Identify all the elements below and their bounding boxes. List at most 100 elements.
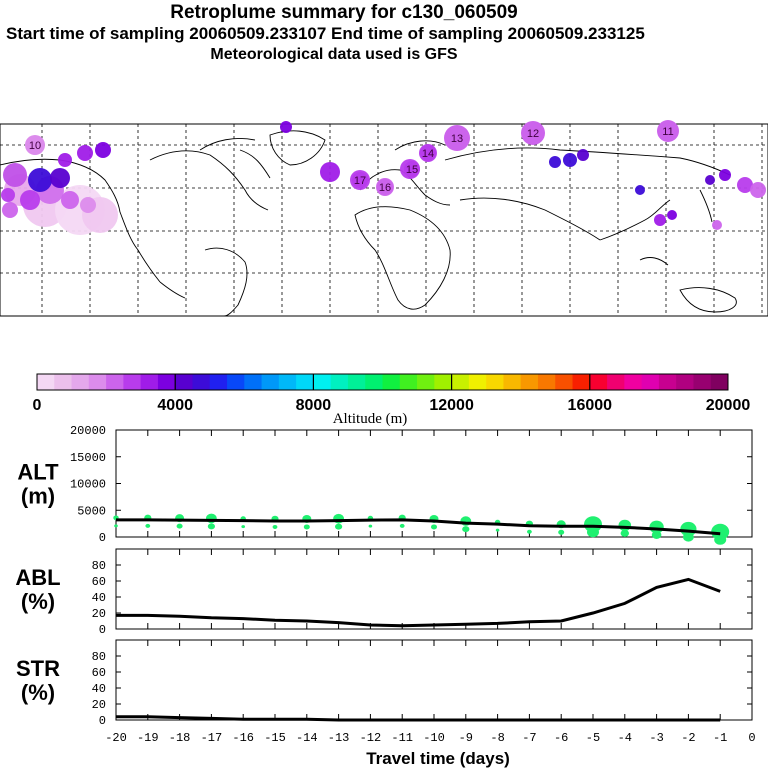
colorbar-swatch <box>555 374 574 390</box>
colorbar-tick-label: 0 <box>33 397 42 414</box>
altitude-colorbar: 0 4000 8000 12000 16000 20000 Altitude (m) <box>33 373 750 427</box>
colorbar-swatch <box>278 374 297 390</box>
map-point-marker <box>521 121 545 145</box>
alt-point <box>714 534 727 545</box>
colorbar-swatch <box>710 374 729 390</box>
alt-point <box>651 530 662 539</box>
colorbar-swatch <box>88 374 107 390</box>
map-point-label: 10 <box>29 140 41 152</box>
x-tick-label: -9 <box>459 731 473 745</box>
x-tick-label: -19 <box>137 731 159 745</box>
y-tick-label: 80 <box>92 650 106 664</box>
plume-dot <box>737 177 753 193</box>
colorbar-swatch <box>624 374 643 390</box>
sampling-times: Start time of sampling 20060509.233107 E… <box>6 24 645 43</box>
colorbar-swatch <box>209 374 228 390</box>
x-tick-label: -8 <box>490 731 504 745</box>
colorbar-swatch <box>71 374 90 390</box>
plume-dot <box>705 175 715 185</box>
colorbar-swatch <box>347 374 366 390</box>
x-tick-label: 0 <box>748 731 755 745</box>
alt-point <box>241 525 245 529</box>
colorbar-swatch <box>382 374 401 390</box>
map-point-marker <box>657 120 679 142</box>
alt-point <box>618 519 632 531</box>
x-tick-label: -2 <box>681 731 695 745</box>
colorbar-swatch <box>261 374 280 390</box>
alt-point <box>431 524 437 530</box>
panel-abl: 80 60 40 20 0 ABL(%) <box>15 548 753 637</box>
colorbar-swatch <box>365 374 383 390</box>
panel-frame <box>115 548 753 630</box>
x-tick-label: -12 <box>360 731 382 745</box>
world-map: 10 12 11 13 14 15 16 17 <box>0 120 768 317</box>
colorbar-swatch <box>537 374 556 390</box>
plume-dot <box>280 121 292 133</box>
plume-dot <box>320 162 340 182</box>
alt-point <box>495 528 500 532</box>
plume-dot <box>58 153 72 167</box>
colorbar-swatch <box>192 374 211 390</box>
plume-dot <box>1 188 15 202</box>
y-tick-label: 0 <box>99 714 106 728</box>
x-tick-label: -10 <box>423 731 445 745</box>
plume-dot <box>50 168 70 188</box>
map-point-label: 17 <box>354 175 366 187</box>
y-tick-label: 15000 <box>70 451 106 465</box>
x-tick-label: -3 <box>649 731 663 745</box>
x-tick-label: -13 <box>328 731 350 745</box>
alt-point <box>584 516 602 533</box>
alt-point <box>711 523 730 540</box>
y-tick-label: 0 <box>99 623 106 637</box>
plume-dot <box>20 190 40 210</box>
map-point-marker <box>352 172 368 188</box>
panel-ylabel: ABL <box>15 565 60 590</box>
alt-point <box>368 524 373 528</box>
panel-frame <box>115 639 753 721</box>
plume-dot <box>719 169 731 181</box>
y-tick-label: 40 <box>92 591 106 605</box>
alt-mean-line <box>116 518 721 536</box>
x-tick-label: -14 <box>296 731 318 745</box>
colorbar-swatch <box>486 374 504 390</box>
colorbar-swatch <box>157 374 176 390</box>
x-tick-label: -16 <box>232 731 254 745</box>
colorbar-swatch <box>572 374 591 390</box>
colorbar-swatch <box>313 374 332 390</box>
alt-point <box>399 523 405 528</box>
plume-dot <box>654 214 666 226</box>
colorbar-swatch <box>296 374 314 390</box>
alt-point <box>620 529 629 537</box>
plume-dot <box>77 145 93 161</box>
colorbar-swatch <box>503 374 522 390</box>
map-point-label: 13 <box>451 133 463 145</box>
panel-ylabel: (%) <box>21 680 55 705</box>
map-point-marker <box>444 125 470 151</box>
colorbar-tick-label: 4000 <box>157 397 193 414</box>
colorbar-tick-label: 12000 <box>429 397 474 414</box>
plume-dot <box>28 168 52 192</box>
map-point-label: 11 <box>662 126 673 138</box>
map-point-marker <box>25 135 45 155</box>
alt-point <box>176 523 183 529</box>
colorbar-tick-label: 8000 <box>296 397 332 414</box>
colorbar-swatch <box>140 374 159 390</box>
x-tick-label: -18 <box>169 731 191 745</box>
y-tick-label: 5000 <box>77 504 106 518</box>
map-point-marker <box>377 179 393 195</box>
plume-dot <box>577 149 589 161</box>
plume-dot <box>750 182 766 198</box>
colorbar-axis-label: Altitude (m) <box>333 411 408 427</box>
met-data-note: Meteorological data used is GFS <box>210 46 458 63</box>
colorbar-swatch <box>54 374 73 390</box>
colorbar-swatch <box>37 374 55 390</box>
map-point-label: 16 <box>379 182 391 194</box>
colorbar-swatch <box>589 374 608 390</box>
x-tick-label: -4 <box>618 731 632 745</box>
alt-point <box>527 529 532 534</box>
y-tick-label: 20 <box>92 607 106 621</box>
y-tick-label: 10000 <box>70 478 106 492</box>
colorbar-swatch <box>244 374 263 390</box>
colorbar-swatch <box>399 374 418 390</box>
colorbar-swatch <box>607 374 625 390</box>
